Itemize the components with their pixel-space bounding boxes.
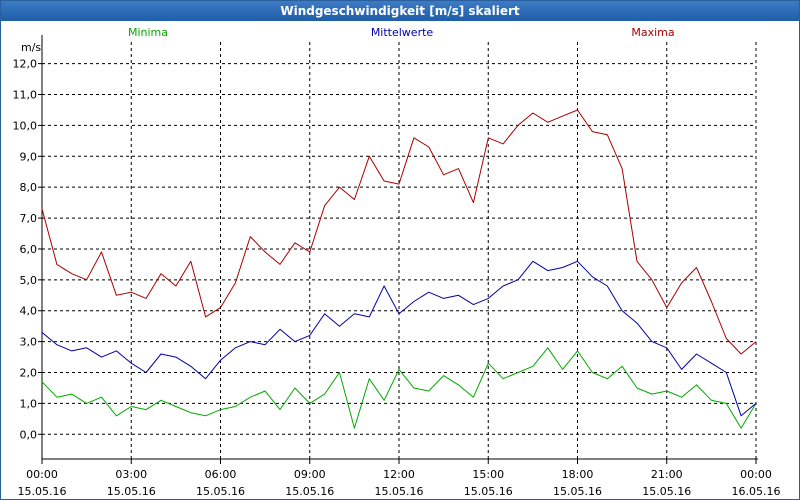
legend: Minima Mittelwerte Maxima bbox=[128, 26, 675, 39]
x-tick-date: 15.05.16 bbox=[642, 485, 691, 498]
y-tick-label: 2,0 bbox=[20, 367, 38, 380]
x-tick-time: 18:00 bbox=[562, 468, 594, 481]
y-tick-label: 11,0 bbox=[13, 89, 38, 102]
x-tick-date: 15.05.16 bbox=[18, 485, 67, 498]
y-tick-label: 12,0 bbox=[13, 58, 38, 71]
y-axis-label: m/s bbox=[21, 41, 41, 54]
series-line-maxima bbox=[41, 109, 757, 355]
x-tick-date: 15.05.16 bbox=[464, 485, 513, 498]
x-tick-date: 15.05.16 bbox=[285, 485, 334, 498]
series-line-minima bbox=[41, 347, 757, 429]
x-tick-date: 16.05.16 bbox=[732, 485, 781, 498]
x-ticks: 00:00 15.05.16 03:00 15.05.16 06:00 15.05.16 0… bbox=[18, 459, 781, 498]
y-tick-label: 10,0 bbox=[13, 119, 38, 132]
legend-item-minima: Minima bbox=[128, 26, 168, 39]
x-tick-date: 15.05.16 bbox=[375, 485, 424, 498]
x-tick-time: 09:00 bbox=[294, 468, 326, 481]
y-tick-label: 3,0 bbox=[20, 336, 38, 349]
legend-item-maxima: Maxima bbox=[631, 26, 674, 39]
y-tick-label: 4,0 bbox=[20, 305, 38, 318]
x-tick-date: 15.05.16 bbox=[553, 485, 602, 498]
x-tick-time: 12:00 bbox=[383, 468, 415, 481]
series-line-mittelwerte bbox=[41, 260, 757, 417]
x-tick-time: 15:00 bbox=[472, 468, 504, 481]
y-tick-label: 1,0 bbox=[20, 397, 38, 410]
chart-title: Windgeschwindigkeit [m/s] skaliert bbox=[1, 1, 799, 21]
axes bbox=[41, 35, 758, 460]
x-tick-time: 03:00 bbox=[115, 468, 147, 481]
x-tick-time: 21:00 bbox=[651, 468, 683, 481]
x-tick-time: 06:00 bbox=[205, 468, 237, 481]
x-tick-date: 15.05.16 bbox=[107, 485, 156, 498]
y-tick-label: 6,0 bbox=[20, 243, 38, 256]
series-lines bbox=[41, 109, 757, 429]
y-tick-label: 5,0 bbox=[20, 274, 38, 287]
y-tick-label: 0,0 bbox=[20, 428, 38, 441]
legend-item-mittelwerte: Mittelwerte bbox=[371, 26, 434, 39]
y-tick-label: 9,0 bbox=[20, 150, 38, 163]
y-tick-label: 8,0 bbox=[20, 181, 38, 194]
x-tick-time: 00:00 bbox=[740, 468, 772, 481]
grid bbox=[42, 42, 757, 459]
x-tick-time: 00:00 bbox=[26, 468, 58, 481]
y-tick-label: 7,0 bbox=[20, 212, 38, 225]
y-ticks: 0,0 1,0 2,0 3,0 4,0 5,0 6,0 7,0 8,0 9,0 10,0 11,0 12… bbox=[13, 58, 42, 441]
x-tick-date: 15.05.16 bbox=[196, 485, 245, 498]
